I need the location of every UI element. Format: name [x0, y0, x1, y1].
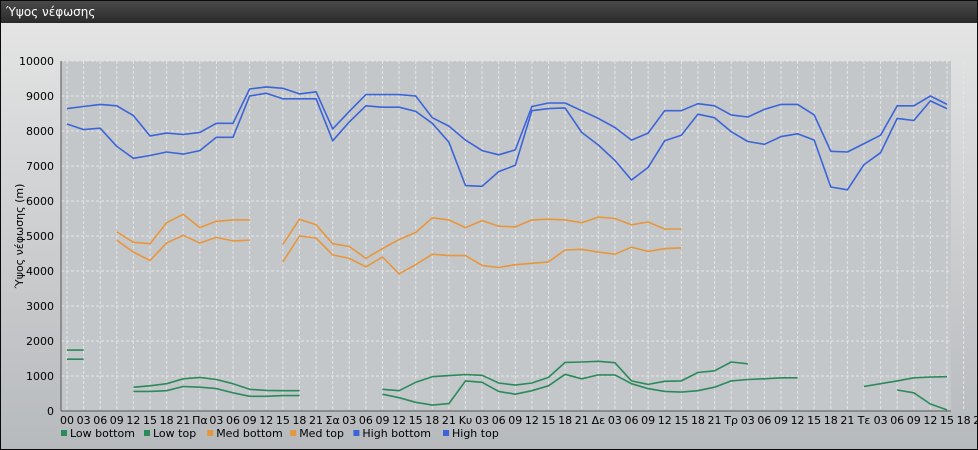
y-tick-label: 0: [47, 405, 54, 418]
x-tick-label: 15: [807, 414, 821, 427]
legend-entry[interactable]: Med top: [299, 427, 344, 440]
x-tick-label: 18: [160, 414, 174, 427]
x-tick-label: 18: [824, 414, 838, 427]
x-tick-label: Σα: [326, 414, 340, 427]
y-tick-label: 1000: [26, 370, 54, 383]
x-tick-label: 15: [674, 414, 688, 427]
legend-entry[interactable]: High bottom: [362, 427, 431, 440]
y-tick-label: 6000: [26, 195, 54, 208]
legend-entry[interactable]: High top: [452, 427, 499, 440]
legend-swatch: [290, 430, 297, 436]
x-tick-label: 09: [110, 414, 124, 427]
y-tick-label: 3000: [26, 300, 54, 313]
x-tick-label: 15: [409, 414, 423, 427]
x-tick-label: 12: [259, 414, 273, 427]
y-tick-label: 8000: [26, 125, 54, 138]
series-line-low-bottom: [897, 389, 948, 411]
series-line-med-bottom: [116, 234, 250, 262]
x-tick-label: 12: [923, 414, 937, 427]
series-line-high-bottom: [66, 92, 948, 191]
x-tick-label: 18: [691, 414, 705, 427]
x-tick-label: Κυ: [459, 414, 473, 427]
legend-swatch: [353, 430, 360, 436]
x-tick-label: 09: [243, 414, 257, 427]
x-tick-label: Δε: [592, 414, 606, 427]
x-tick-label: 12: [658, 414, 672, 427]
y-tick-label: 9000: [26, 90, 54, 103]
x-tick-label: 09: [508, 414, 522, 427]
x-tick-label: 21: [973, 414, 977, 427]
x-tick-label: Τρ: [723, 414, 738, 427]
series-line-high-top: [66, 86, 948, 156]
x-tick-label: 03: [209, 414, 223, 427]
series-line-low-top: [863, 375, 948, 388]
x-tick-label: 06: [93, 414, 107, 427]
x-tick-label: 21: [309, 414, 323, 427]
x-tick-label: 03: [77, 414, 91, 427]
x-tick-label: 06: [359, 414, 373, 427]
series-line-low-top: [382, 360, 748, 392]
window-titlebar: Ύψος νέφωσης: [1, 1, 977, 23]
x-tick-label: 09: [375, 414, 389, 427]
x-tick-label: 03: [608, 414, 622, 427]
x-tick-label: 09: [907, 414, 921, 427]
x-tick-label: 09: [774, 414, 788, 427]
x-tick-label: 06: [492, 414, 506, 427]
x-tick-label: Πα: [192, 414, 208, 427]
x-tick-label: 09: [641, 414, 655, 427]
x-tick-label: 15: [276, 414, 290, 427]
legend-entry[interactable]: Med bottom: [216, 427, 283, 440]
series-line-low-top: [133, 376, 300, 392]
legend-entry[interactable]: Low bottom: [70, 427, 135, 440]
x-tick-label: 18: [425, 414, 439, 427]
y-axis-label: Ύψος νέφωσης (m): [13, 184, 26, 290]
y-tick-label: 4000: [26, 265, 54, 278]
x-tick-label: 12: [126, 414, 140, 427]
x-tick-label: 21: [442, 414, 456, 427]
x-tick-label: 06: [625, 414, 639, 427]
series-line-med-top: [282, 216, 682, 260]
x-tick-label: 18: [957, 414, 971, 427]
x-tick-label: 12: [791, 414, 805, 427]
y-tick-label: 10000: [19, 55, 54, 68]
legend-entry[interactable]: Low top: [153, 427, 196, 440]
y-tick-label: 5000: [26, 230, 54, 243]
x-tick-label: 06: [757, 414, 771, 427]
x-tick-label: 00: [60, 414, 74, 427]
legend-swatch: [144, 430, 150, 436]
x-tick-label: 06: [226, 414, 240, 427]
x-tick-label: 03: [741, 414, 755, 427]
x-tick-label: 15: [940, 414, 954, 427]
x-tick-label: 03: [475, 414, 489, 427]
cloud-height-chart: 0 1000 2000 3000 4000 5000 6000 7000 8000 9000 100…: [13, 55, 977, 440]
x-tick-label: 03: [342, 414, 356, 427]
x-tick-label: 21: [176, 414, 190, 427]
x-tick-label: 21: [708, 414, 722, 427]
legend-swatch: [443, 430, 449, 436]
series-line-med-bottom: [282, 235, 682, 275]
x-tick-label: Τε: [857, 414, 871, 427]
series-line-low-bottom: [382, 373, 798, 406]
legend-swatch: [61, 430, 67, 436]
x-tick-label: 15: [542, 414, 556, 427]
x-tick-label: 12: [392, 414, 406, 427]
y-tick-label: 2000: [26, 335, 54, 348]
x-tick-label: 21: [575, 414, 589, 427]
window-title: Ύψος νέφωσης: [6, 5, 96, 19]
x-tick-label: 18: [558, 414, 572, 427]
series-line-med-top: [116, 213, 250, 245]
y-tick-label: 7000: [26, 160, 54, 173]
x-tick-label: 18: [292, 414, 306, 427]
x-tick-label: 06: [890, 414, 904, 427]
x-tick-label: 15: [143, 414, 157, 427]
legend-swatch: [207, 430, 214, 436]
x-tick-label: 21: [840, 414, 854, 427]
series-line-low-bottom: [133, 385, 300, 398]
x-tick-label: 12: [525, 414, 539, 427]
x-tick-label: 03: [874, 414, 888, 427]
